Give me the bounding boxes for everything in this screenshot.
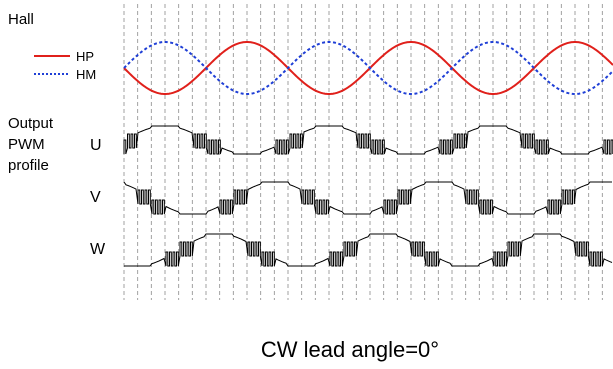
pwm-label: PWM [8,136,45,153]
hall-label: Hall [8,11,34,28]
phase-v-pwm [123,181,612,215]
legend-hp-label: HP [76,49,94,64]
output-label: Output [8,115,54,132]
phase-w-label: W [90,241,106,258]
phase-w-pwm [124,233,613,267]
pwm-profiles [123,125,613,267]
hp-waveform [123,40,613,96]
legend-hm-label: HM [76,67,96,82]
hm-waveform [123,40,613,96]
phase-v-label: V [90,189,101,206]
timing-gridlines [123,4,603,300]
profile-label: profile [8,157,49,174]
legend: HP HM [34,49,96,82]
caption: CW lead angle=0° [261,337,439,362]
hall-waveforms [123,40,613,96]
phase-u-label: U [90,137,102,154]
phase-u-pwm [123,125,613,155]
